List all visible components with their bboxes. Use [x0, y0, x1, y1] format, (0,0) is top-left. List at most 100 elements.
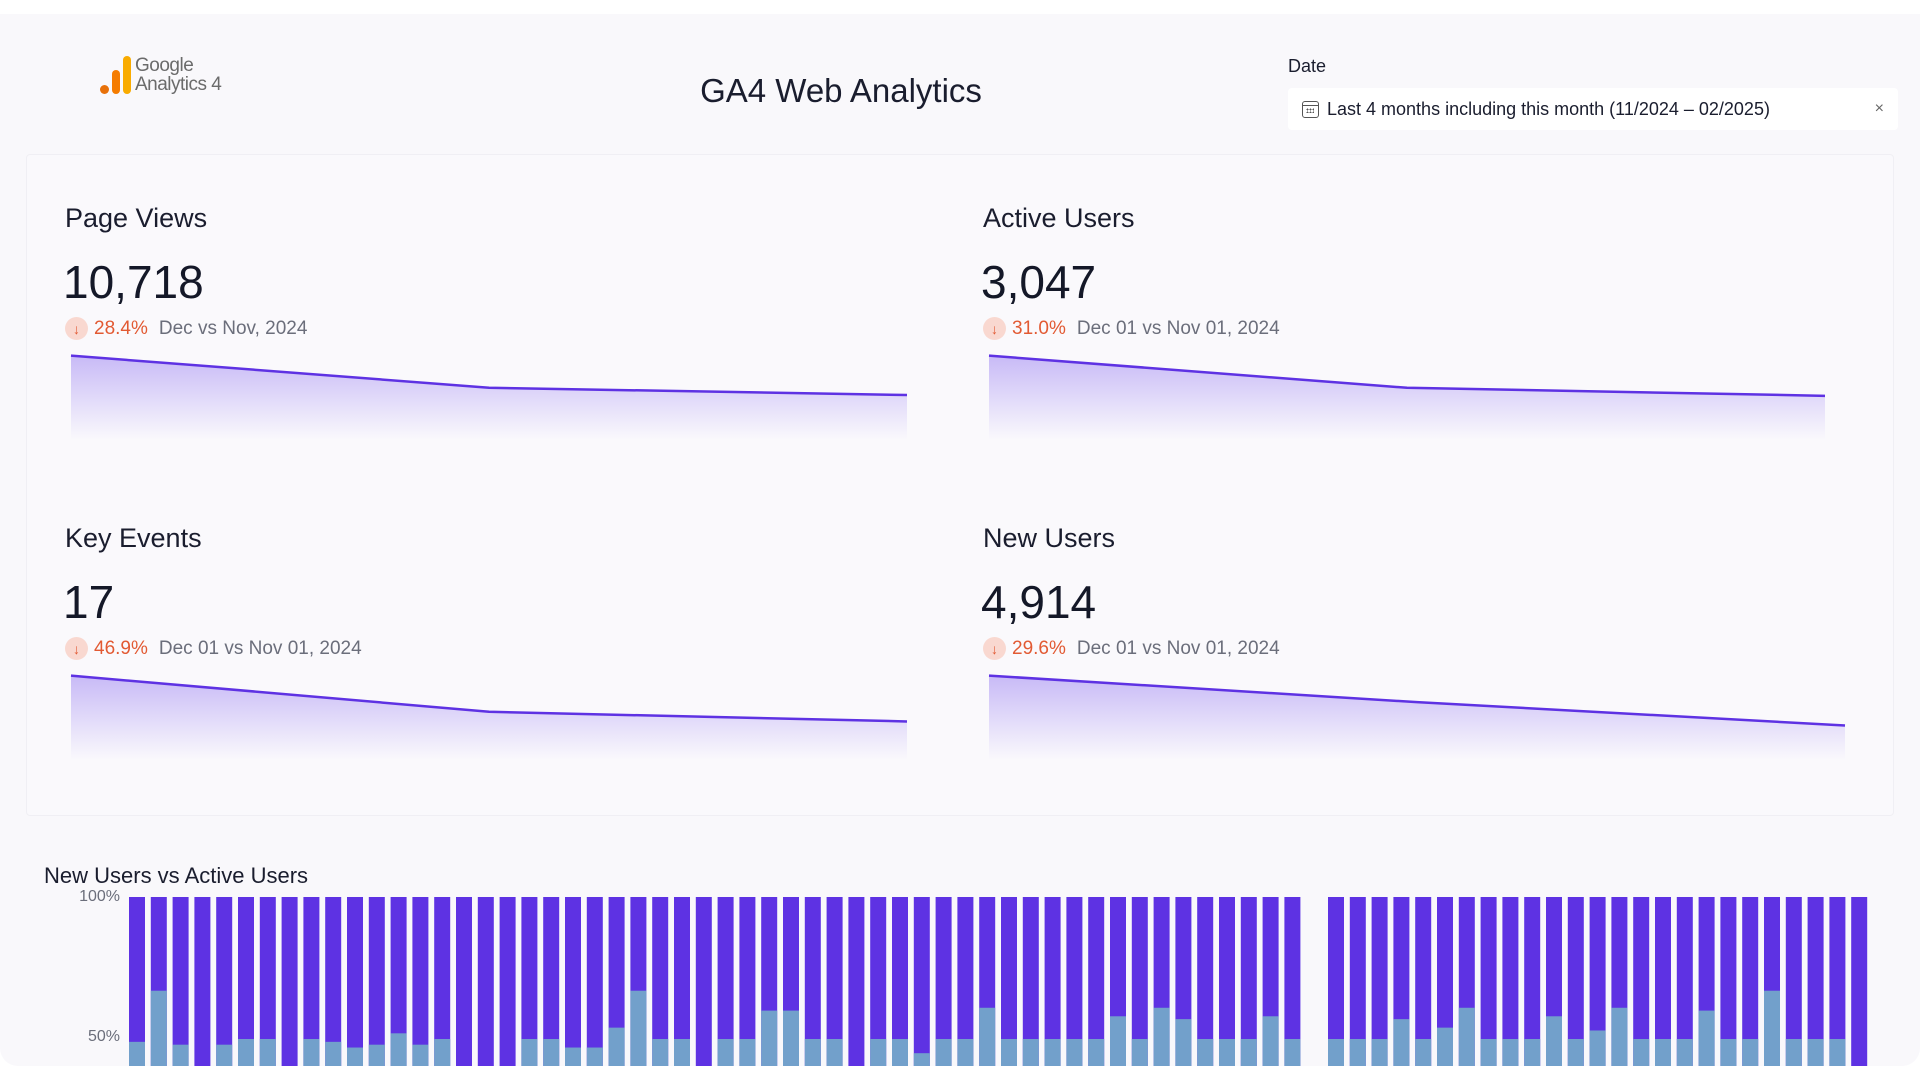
bar-new-users — [303, 1039, 320, 1066]
arrow-down-icon: ↓ — [983, 317, 1006, 340]
scorecard-delta: ↓ 46.9% Dec 01 vs Nov 01, 2024 — [65, 637, 362, 660]
bar-24[interactable] — [630, 897, 647, 1066]
bar-25[interactable] — [652, 897, 669, 1066]
bar-39[interactable] — [957, 897, 974, 1066]
bar-active-users — [434, 897, 451, 1066]
bar-76[interactable] — [1764, 897, 1780, 1066]
bar-73[interactable] — [1698, 897, 1715, 1066]
date-range-value: Last 4 months including this month (11/2… — [1327, 98, 1770, 119]
bar-38[interactable] — [935, 897, 952, 1066]
bar-new-users — [1022, 1039, 1039, 1066]
bar-46[interactable] — [1110, 897, 1126, 1066]
bar-14[interactable] — [412, 897, 429, 1066]
bar-new-users — [1567, 1039, 1584, 1066]
bar-70[interactable] — [1633, 897, 1650, 1066]
bar-49[interactable] — [1175, 897, 1192, 1066]
bar-23[interactable] — [608, 897, 625, 1066]
bar-2[interactable] — [150, 897, 167, 1066]
bar-40[interactable] — [979, 897, 996, 1066]
sparkline-line — [70, 354, 908, 397]
bar-64[interactable] — [1502, 897, 1519, 1066]
bar-7[interactable] — [259, 897, 276, 1066]
bar-new-users — [761, 1010, 778, 1066]
bar-75[interactable] — [1742, 897, 1759, 1066]
bar-69[interactable] — [1611, 897, 1628, 1066]
bar-17[interactable] — [477, 897, 494, 1066]
bar-31[interactable] — [783, 897, 799, 1066]
bar-65[interactable] — [1524, 897, 1541, 1066]
bar-41[interactable] — [1001, 897, 1017, 1066]
bar-53[interactable] — [1262, 897, 1279, 1066]
clear-date-button[interactable]: × — [1874, 100, 1884, 117]
bar-78[interactable] — [1807, 897, 1824, 1066]
bar-56[interactable] — [1328, 897, 1344, 1066]
bar-48[interactable] — [1153, 897, 1170, 1066]
bar-43[interactable] — [1044, 897, 1061, 1066]
bar-10[interactable] — [325, 897, 342, 1066]
bar-79[interactable] — [1829, 897, 1846, 1066]
bar-5[interactable] — [216, 897, 233, 1066]
bar-66[interactable] — [1546, 897, 1562, 1066]
bar-74[interactable] — [1720, 897, 1737, 1066]
bar-15[interactable] — [434, 897, 451, 1066]
bar-6[interactable] — [238, 897, 254, 1066]
bar-28[interactable] — [717, 897, 734, 1066]
bar-27[interactable] — [695, 897, 712, 1066]
bar-active-users — [565, 897, 581, 1066]
bar-67[interactable] — [1567, 897, 1584, 1066]
bar-51[interactable] — [1219, 897, 1235, 1066]
arrow-down-icon: ↓ — [65, 317, 88, 340]
bar-4[interactable] — [194, 897, 211, 1066]
bar-71[interactable] — [1655, 897, 1671, 1066]
bar-34[interactable] — [848, 897, 865, 1066]
bar-29[interactable] — [739, 897, 756, 1066]
bar-active-users — [957, 897, 974, 1066]
bar-68[interactable] — [1589, 897, 1606, 1066]
analytics-logo-icon — [100, 54, 131, 94]
bar-11[interactable] — [347, 897, 363, 1066]
bar-80[interactable] — [1851, 897, 1868, 1066]
bar-new-users — [1219, 1039, 1235, 1066]
bar-42[interactable] — [1022, 897, 1039, 1066]
date-range-picker[interactable]: Last 4 months including this month (11/2… — [1288, 88, 1898, 130]
bar-72[interactable] — [1676, 897, 1693, 1066]
bar-new-users — [1001, 1039, 1017, 1066]
bar-active-users — [652, 897, 669, 1066]
bar-13[interactable] — [390, 897, 407, 1066]
bar-19[interactable] — [521, 897, 538, 1066]
bar-61[interactable] — [1437, 897, 1453, 1066]
bar-36[interactable] — [892, 897, 908, 1066]
bar-active-users — [477, 897, 494, 1066]
bar-59[interactable] — [1393, 897, 1410, 1066]
bar-47[interactable] — [1131, 897, 1148, 1066]
bar-9[interactable] — [303, 897, 320, 1066]
bar-1[interactable] — [129, 897, 145, 1066]
bar-44[interactable] — [1066, 897, 1083, 1066]
bar-35[interactable] — [870, 897, 887, 1066]
bar-63[interactable] — [1480, 897, 1497, 1066]
bar-33[interactable] — [826, 897, 843, 1066]
bar-3[interactable] — [172, 897, 189, 1066]
bar-54[interactable] — [1284, 897, 1301, 1066]
bar-active-users — [804, 897, 821, 1066]
bar-77[interactable] — [1785, 897, 1802, 1066]
bar-12[interactable] — [368, 897, 385, 1066]
bar-62[interactable] — [1458, 897, 1475, 1066]
bar-50[interactable] — [1197, 897, 1214, 1066]
bar-45[interactable] — [1088, 897, 1105, 1066]
bar-37[interactable] — [913, 897, 930, 1066]
bar-18[interactable] — [499, 897, 516, 1066]
bar-57[interactable] — [1349, 897, 1366, 1066]
bar-58[interactable] — [1371, 897, 1388, 1066]
bar-30[interactable] — [761, 897, 778, 1066]
bar-21[interactable] — [565, 897, 581, 1066]
bar-26[interactable] — [674, 897, 690, 1066]
bar-52[interactable] — [1240, 897, 1257, 1066]
bar-32[interactable] — [804, 897, 821, 1066]
bar-8[interactable] — [281, 897, 298, 1066]
bar-16[interactable] — [456, 897, 472, 1066]
bar-22[interactable] — [586, 897, 603, 1066]
bar-60[interactable] — [1415, 897, 1432, 1066]
scorecard-active-users: Active Users 3,047 ↓ 31.0% Dec 01 vs Nov… — [981, 155, 1843, 455]
bar-20[interactable] — [543, 897, 560, 1066]
